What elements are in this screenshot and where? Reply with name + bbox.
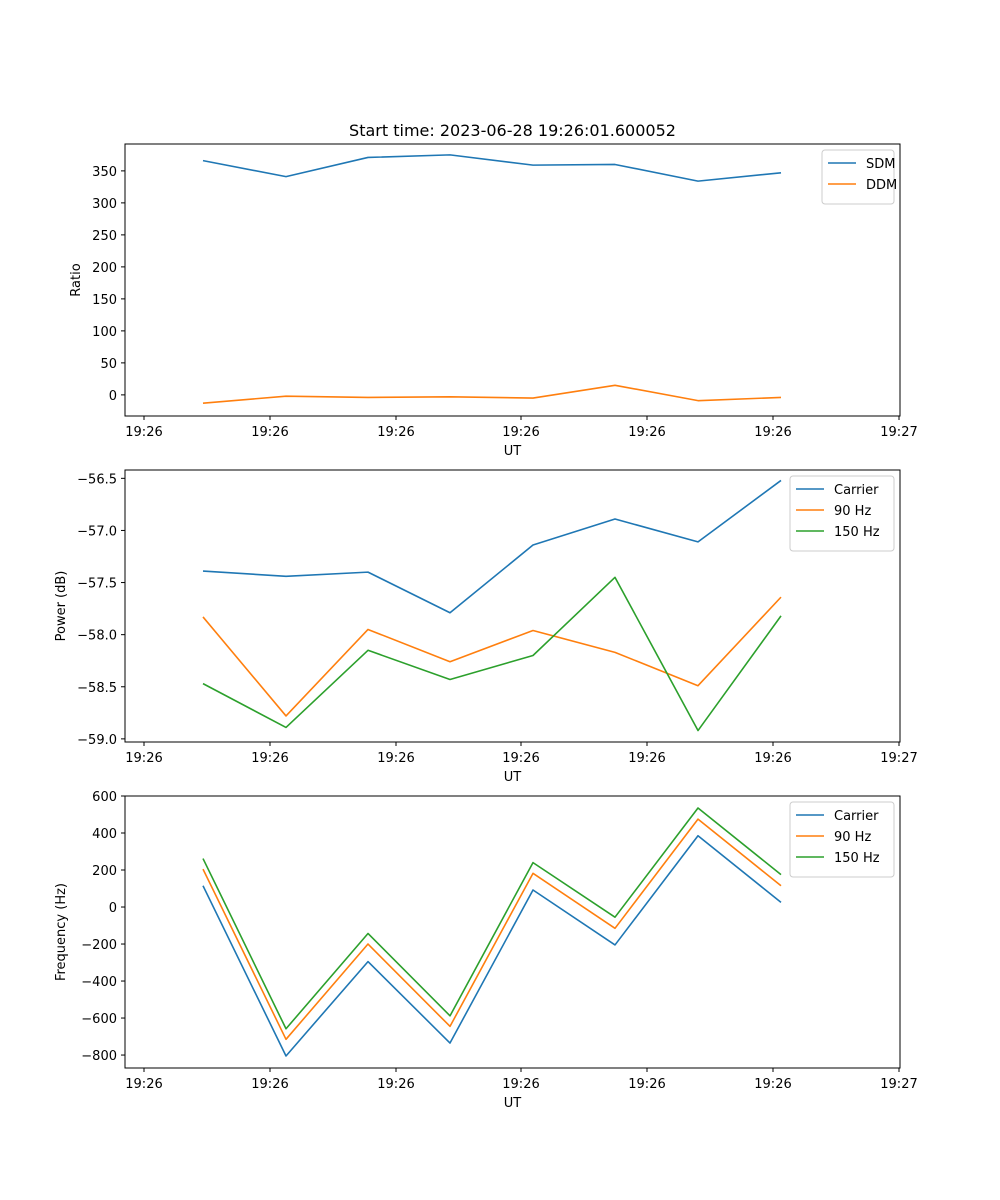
y-axis-label: Power (dB) <box>54 571 69 642</box>
x-tick-label: 19:26 <box>754 425 791 440</box>
x-tick-label: 19:27 <box>880 1077 917 1092</box>
x-tick-label: 19:26 <box>754 1077 791 1092</box>
x-tick-label: 19:26 <box>377 425 414 440</box>
series-line-carrier <box>202 479 782 614</box>
x-tick-label: 19:26 <box>628 1077 665 1092</box>
y-tick-label: −58.5 <box>77 681 117 696</box>
x-tick-label: 19:26 <box>125 1077 162 1092</box>
y-tick-label: −200 <box>81 938 117 953</box>
legend-label: DDM <box>866 178 897 193</box>
x-tick-label: 19:26 <box>754 751 791 766</box>
y-tick-label: −57.0 <box>77 524 117 539</box>
y-tick-label: 150 <box>92 293 117 308</box>
legend-box <box>789 475 895 552</box>
y-tick-label: 0 <box>109 389 117 404</box>
y-tick-label: −57.5 <box>77 577 117 592</box>
y-tick-label: −59.0 <box>77 733 117 748</box>
y-tick-label: −600 <box>81 1012 117 1027</box>
x-tick-label: 19:27 <box>880 425 917 440</box>
y-tick-label: 50 <box>100 357 117 372</box>
x-tick-label: 19:26 <box>377 1077 414 1092</box>
x-axis-label: UT <box>504 1096 522 1111</box>
x-tick-label: 19:26 <box>502 751 539 766</box>
figure-title: Start time: 2023-06-28 19:26:01.600052 <box>349 121 676 140</box>
x-tick-label: 19:26 <box>251 1077 288 1092</box>
x-tick-label: 19:26 <box>251 751 288 766</box>
axes-frame <box>124 143 901 417</box>
series-line-90-hz <box>202 596 782 717</box>
legend-label: SDM <box>866 157 895 172</box>
x-tick-label: 19:26 <box>502 1077 539 1092</box>
subplot-1: 19:26 19:26 19:26 19:26 19:26 19:26 19:27 0 50 10… <box>69 143 918 459</box>
legend-label: Carrier <box>834 809 879 824</box>
y-tick-label: −800 <box>81 1049 117 1064</box>
y-tick-label: 250 <box>92 229 117 244</box>
x-tick-label: 19:26 <box>502 425 539 440</box>
subplot-3: 19:26 19:26 19:26 19:26 19:26 19:26 19:27 −800 −… <box>54 790 918 1111</box>
y-tick-label: 300 <box>92 197 117 212</box>
y-axis-label: Ratio <box>69 263 84 296</box>
legend-label: Carrier <box>834 483 879 498</box>
y-axis-label: Frequency (Hz) <box>54 883 69 981</box>
y-tick-label: 200 <box>92 261 117 276</box>
legend-box <box>789 801 895 878</box>
x-tick-label: 19:26 <box>628 425 665 440</box>
series-line-150-hz <box>202 807 782 1030</box>
x-tick-label: 19:26 <box>125 425 162 440</box>
axes-frame <box>124 795 901 1069</box>
x-axis-label: UT <box>504 770 522 785</box>
y-tick-label: −400 <box>81 975 117 990</box>
series-line-sdm <box>202 154 782 182</box>
series-line-150-hz <box>202 576 782 732</box>
legend: Carrier 90 Hz 150 Hz <box>789 801 895 878</box>
legend-label: 90 Hz <box>834 504 871 519</box>
series-line-ddm <box>202 384 782 404</box>
series-line-carrier <box>202 834 782 1057</box>
legend-label: 150 Hz <box>834 525 880 540</box>
legend: SDM DDM <box>821 149 897 205</box>
y-tick-label: 0 <box>109 901 117 916</box>
x-tick-label: 19:26 <box>377 751 414 766</box>
x-tick-label: 19:26 <box>628 751 665 766</box>
axes-frame <box>124 469 901 743</box>
y-tick-label: 200 <box>92 864 117 879</box>
subplot-2: 19:26 19:26 19:26 19:26 19:26 19:26 19:27 −59.0… <box>54 469 918 785</box>
x-axis-label: UT <box>504 444 522 459</box>
legend-label: 90 Hz <box>834 830 871 845</box>
legend-label: 150 Hz <box>834 851 880 866</box>
y-tick-label: 600 <box>92 790 117 805</box>
y-tick-label: 400 <box>92 827 117 842</box>
x-tick-label: 19:27 <box>880 751 917 766</box>
x-tick-label: 19:26 <box>251 425 288 440</box>
x-tick-label: 19:26 <box>125 751 162 766</box>
legend: Carrier 90 Hz 150 Hz <box>789 475 895 552</box>
series-line-90-hz <box>202 818 782 1041</box>
plots-container: 19:26 19:26 19:26 19:26 19:26 19:26 19:27 0 50 10… <box>54 143 918 1111</box>
y-tick-label: 350 <box>92 165 117 180</box>
y-tick-label: 100 <box>92 325 117 340</box>
y-tick-label: −58.0 <box>77 629 117 644</box>
y-tick-label: −56.5 <box>77 472 117 487</box>
